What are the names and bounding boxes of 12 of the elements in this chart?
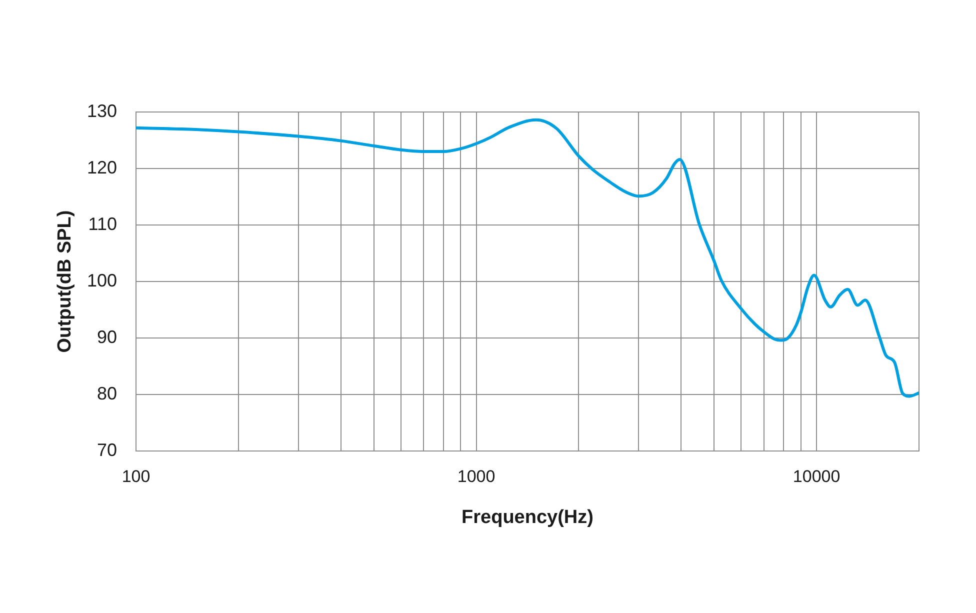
- y-tick-label: 110: [88, 214, 117, 234]
- y-tick-label: 130: [86, 100, 117, 121]
- y-tick-label: 100: [86, 270, 117, 290]
- y-tick-label: 70: [96, 440, 117, 460]
- y-tick-label: 120: [86, 157, 117, 178]
- y-tick-label: 90: [96, 326, 117, 347]
- x-tick-label: 100: [122, 466, 150, 486]
- y-axis-title: Output(dB SPL): [54, 210, 76, 353]
- x-tick-label: 1000: [457, 466, 496, 486]
- x-tick-label: 10000: [792, 466, 840, 486]
- y-tick-label: 80: [96, 383, 117, 404]
- x-axis-title: Frequency(Hz): [462, 506, 594, 528]
